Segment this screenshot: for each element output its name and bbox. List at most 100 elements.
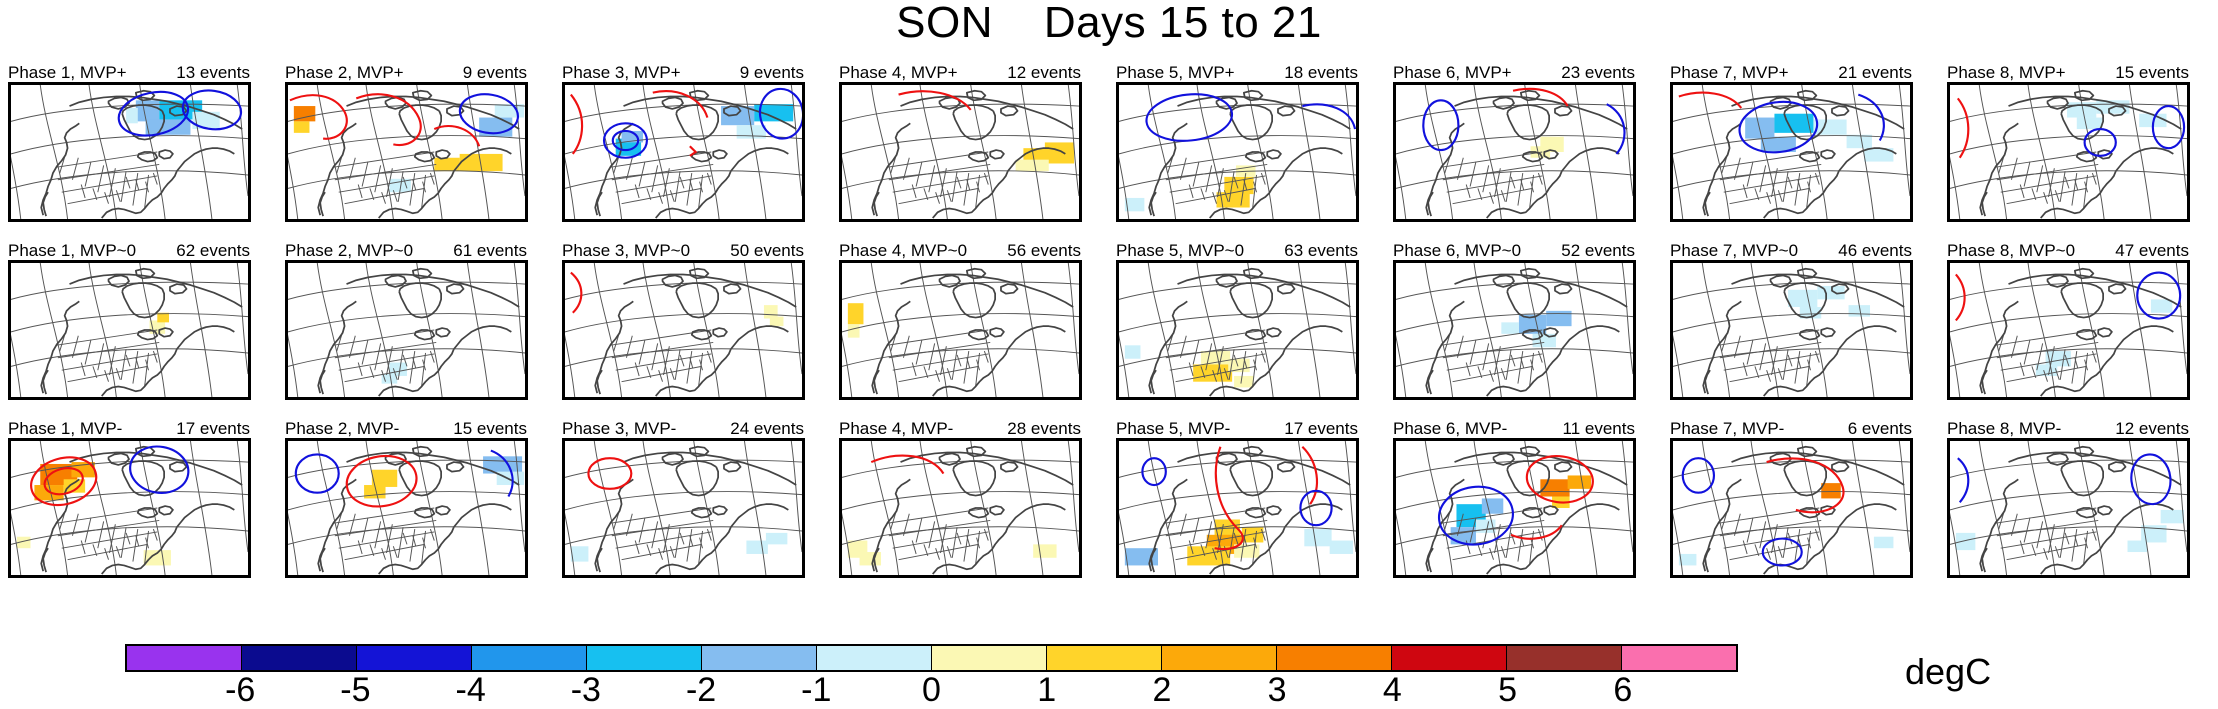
coastlines xyxy=(1425,445,1628,575)
map-panel[interactable]: Phase 5, MVP~0 63 events xyxy=(1114,240,1364,405)
graticule xyxy=(288,263,525,397)
coastlines xyxy=(1425,89,1628,219)
map-frame[interactable] xyxy=(1670,438,1913,578)
map-panel[interactable]: Phase 5, MVP- 17 events xyxy=(1114,418,1364,583)
map-frame[interactable] xyxy=(1393,82,1636,222)
map-panel[interactable]: Phase 2, MVP+ 9 events xyxy=(283,62,533,227)
panel-header: Phase 6, MVP~0 52 events xyxy=(1391,240,1641,260)
coastlines xyxy=(594,445,797,575)
map-panel[interactable]: Phase 7, MVP~0 46 events xyxy=(1668,240,1918,405)
map-panel[interactable]: Phase 3, MVP- 24 events xyxy=(560,418,810,583)
anomaly-shading xyxy=(1501,310,1572,348)
panel-header: Phase 4, MVP+ 12 events xyxy=(837,62,1087,82)
panel-title: Phase 1, MVP+ xyxy=(8,63,127,82)
map-panel[interactable]: Phase 3, MVP~0 50 events xyxy=(560,240,810,405)
map-panel[interactable]: Phase 8, MVP- 12 events xyxy=(1945,418,2195,583)
map-frame[interactable] xyxy=(1947,82,2190,222)
significance-contours xyxy=(30,445,190,507)
graticule xyxy=(1950,441,2187,575)
colorbar-section: -6 -5 -4 -3 -2 -1 0 1 2 3 4 5 6 degC xyxy=(0,644,2218,708)
panel-title: Phase 7, MVP~0 xyxy=(1670,241,1799,260)
map-panel[interactable]: Phase 5, MVP+ 18 events xyxy=(1114,62,1364,227)
map-canvas xyxy=(11,263,248,397)
significance-contours xyxy=(294,449,514,508)
map-panel[interactable]: Phase 2, MVP- 15 events xyxy=(283,418,533,583)
significance-contours xyxy=(1957,453,2172,506)
panel-event-count: 11 events xyxy=(1562,419,1635,438)
panel-header: Phase 1, MVP+ 13 events xyxy=(6,62,256,82)
map-frame[interactable] xyxy=(1670,82,1913,222)
anomaly-shading xyxy=(1015,142,1075,172)
map-panel[interactable]: Phase 7, MVP- 6 events xyxy=(1668,418,1918,583)
map-frame[interactable] xyxy=(1116,438,1359,578)
panel-title: Phase 6, MVP- xyxy=(1393,419,1508,438)
map-frame[interactable] xyxy=(839,82,1082,222)
colorbar-swatch xyxy=(702,646,817,670)
map-frame[interactable] xyxy=(1116,82,1359,222)
panel-event-count: 9 events xyxy=(739,63,804,82)
colorbar-tick: -4 xyxy=(455,671,486,709)
map-canvas xyxy=(842,263,1079,397)
map-panel[interactable]: Phase 1, MVP~0 62 events xyxy=(6,240,256,405)
map-frame[interactable] xyxy=(562,82,805,222)
colorbar xyxy=(125,644,1738,672)
map-panel[interactable]: Phase 4, MVP+ 12 events xyxy=(837,62,1087,227)
map-frame[interactable] xyxy=(1393,438,1636,578)
map-panel[interactable]: Phase 2, MVP~0 61 events xyxy=(283,240,533,405)
map-frame[interactable] xyxy=(1947,260,2190,400)
map-panel[interactable]: Phase 7, MVP+ 21 events xyxy=(1668,62,1918,227)
map-panel[interactable]: Phase 4, MVP- 28 events xyxy=(837,418,1087,583)
map-frame[interactable] xyxy=(562,438,805,578)
map-canvas xyxy=(1396,441,1633,575)
colorbar-tick: 6 xyxy=(1613,671,1633,709)
coastlines xyxy=(594,267,797,397)
state-borders xyxy=(1717,151,1822,209)
map-frame[interactable] xyxy=(562,260,805,400)
map-frame[interactable] xyxy=(1670,260,1913,400)
map-panel[interactable]: Phase 8, MVP~0 47 events xyxy=(1945,240,2195,405)
map-panel[interactable]: Phase 6, MVP- 11 events xyxy=(1391,418,1641,583)
colorbar-swatch xyxy=(1277,646,1392,670)
panel-title: Phase 5, MVP+ xyxy=(1116,63,1235,82)
panel-header: Phase 2, MVP+ 9 events xyxy=(283,62,533,82)
colorbar-units-label: degC xyxy=(1905,651,1992,692)
anomaly-shading xyxy=(1678,483,1894,566)
map-frame[interactable] xyxy=(8,82,251,222)
map-canvas xyxy=(565,441,802,575)
colorbar-tick: 5 xyxy=(1498,671,1518,709)
map-frame[interactable] xyxy=(1393,260,1636,400)
anomaly-shading xyxy=(763,305,784,327)
panel-header: Phase 7, MVP- 6 events xyxy=(1668,418,1918,438)
map-panel[interactable]: Phase 1, MVP- 17 events xyxy=(6,418,256,583)
significance-contours xyxy=(570,271,583,314)
colorbar-swatch xyxy=(1047,646,1162,670)
map-panel[interactable]: Phase 4, MVP~0 56 events xyxy=(837,240,1087,405)
map-panel[interactable]: Phase 3, MVP+ 9 events xyxy=(560,62,810,227)
panel-title: Phase 3, MVP- xyxy=(562,419,677,438)
map-frame[interactable] xyxy=(1947,438,2190,578)
map-frame[interactable] xyxy=(285,82,528,222)
panel-grid: Phase 1, MVP+ 13 events Phase 2, MVP+ 9 eve… xyxy=(0,62,2218,620)
panel-event-count: 24 events xyxy=(730,419,804,438)
map-panel[interactable]: Phase 1, MVP+ 13 events xyxy=(6,62,256,227)
panel-title: Phase 7, MVP+ xyxy=(1670,63,1789,82)
map-panel[interactable]: Phase 6, MVP~0 52 events xyxy=(1391,240,1641,405)
map-panel[interactable]: Phase 8, MVP+ 15 events xyxy=(1945,62,2195,227)
significance-contours xyxy=(1955,271,2182,322)
map-frame[interactable] xyxy=(285,260,528,400)
map-frame[interactable] xyxy=(285,438,528,578)
map-canvas xyxy=(1950,263,2187,397)
map-frame[interactable] xyxy=(8,260,251,400)
map-panel[interactable]: Phase 6, MVP+ 23 events xyxy=(1391,62,1641,227)
significance-contours xyxy=(1437,455,1594,546)
colorbar-swatch xyxy=(587,646,702,670)
map-frame[interactable] xyxy=(839,260,1082,400)
anomaly-shading xyxy=(1955,509,2185,553)
map-frame[interactable] xyxy=(1116,260,1359,400)
panel-event-count: 12 events xyxy=(2115,419,2189,438)
map-frame[interactable] xyxy=(839,438,1082,578)
colorbar-tick: -1 xyxy=(801,671,832,709)
panel-event-count: 6 events xyxy=(1847,419,1912,438)
coastlines xyxy=(1702,267,1905,397)
map-frame[interactable] xyxy=(8,438,251,578)
